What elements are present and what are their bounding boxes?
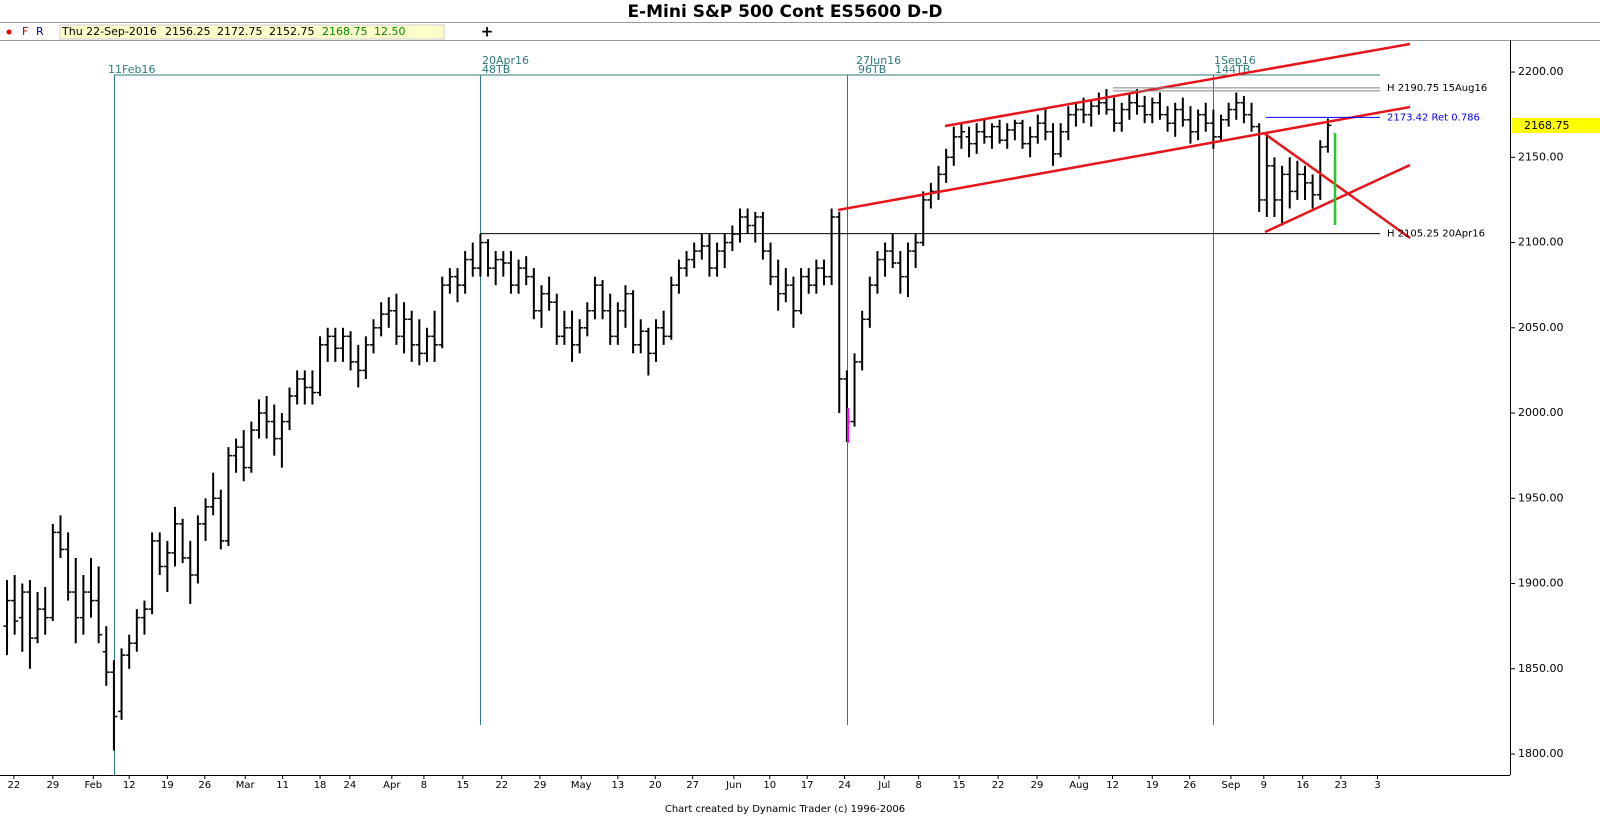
- x-tick-label: 29: [1031, 780, 1044, 791]
- y-tick-label: 2000.00: [1518, 406, 1564, 419]
- price-level-label: 2173.42 Ret 0.786: [1387, 112, 1480, 123]
- x-tick-label: 17: [801, 780, 814, 791]
- x-tick-label: 16: [1296, 780, 1309, 791]
- last-price: 2168.75: [1524, 119, 1570, 132]
- x-tick-label: Jul: [877, 780, 890, 791]
- info-close: 2168.75: [322, 25, 368, 38]
- x-tick-label: 19: [161, 780, 174, 791]
- y-tick-label: 2050.00: [1518, 321, 1564, 334]
- triangle-lower: [1264, 163, 1411, 234]
- bars: [3, 89, 1332, 751]
- x-tick-label: May: [571, 780, 592, 791]
- y-tick-label: 1850.00: [1518, 662, 1564, 675]
- x-tick-label: 8: [421, 780, 427, 791]
- cycle-count: 48TB: [482, 63, 510, 76]
- trend-lines: [837, 42, 1411, 240]
- x-tick-label: 23: [1335, 780, 1348, 791]
- x-tick-label: Sep: [1222, 780, 1241, 791]
- x-tick-label: Apr: [383, 780, 401, 791]
- x-tick-label: 12: [123, 780, 136, 791]
- x-tick-label: 15: [953, 780, 966, 791]
- x-tick-label: 20: [649, 780, 662, 791]
- cycle-count: 96TB: [858, 63, 886, 76]
- x-tick-label: Feb: [84, 780, 102, 791]
- x-tick-label: 29: [46, 780, 59, 791]
- info-low: 2152.75: [269, 25, 315, 38]
- channel-upper: [944, 42, 1411, 128]
- x-tick-label: 8: [915, 780, 921, 791]
- info-high: 2172.75: [217, 25, 263, 38]
- info-box: [59, 24, 445, 40]
- x-tick-label: 27: [686, 780, 699, 791]
- add-button[interactable]: +: [481, 23, 494, 41]
- triangle-upper: [1264, 132, 1411, 240]
- last-price-box: [1512, 118, 1600, 133]
- x-tick-label: 10: [763, 780, 776, 791]
- price-level-label: H 2190.75 15Aug16: [1387, 83, 1487, 94]
- y-tick-label: 1900.00: [1518, 577, 1564, 590]
- x-tick-label: 29: [534, 780, 547, 791]
- x-tick-label: 24: [838, 780, 851, 791]
- info-date: Thu 22-Sep-2016: [61, 25, 157, 38]
- toolbar-button[interactable]: R: [36, 25, 44, 38]
- x-tick-label: 22: [992, 780, 1005, 791]
- x-tick-label: Jun: [725, 780, 742, 791]
- x-tick-label: 22: [495, 780, 508, 791]
- y-tick-label: 2150.00: [1518, 150, 1564, 163]
- status-dot: [6, 29, 12, 35]
- x-tick-label: 11: [276, 780, 289, 791]
- info-change: 12.50: [374, 25, 406, 38]
- y-tick-label: 1800.00: [1518, 747, 1564, 760]
- cycle-labels: 11Feb16 20Apr16 48TB 27Jun16 96TB 1Sep16…: [108, 54, 1256, 76]
- cycle-lines: [114, 75, 1214, 775]
- x-tick-label: 19: [1146, 780, 1159, 791]
- x-tick-label: 24: [343, 780, 356, 791]
- info-open: 2156.25: [165, 25, 211, 38]
- price-level-label: H 2105.25 20Apr16: [1387, 229, 1485, 240]
- x-tick-label: 18: [314, 780, 327, 791]
- toolbar-button[interactable]: F: [22, 25, 28, 38]
- cycle-date: 27Jun16: [856, 54, 901, 67]
- cycle-date: 11Feb16: [108, 63, 155, 76]
- channel-lower: [837, 105, 1411, 212]
- y-tick-label: 2100.00: [1518, 236, 1564, 249]
- x-tick-label: 26: [198, 780, 211, 791]
- cycle-date: 20Apr16: [482, 54, 529, 67]
- footer: Chart created by Dynamic Trader (c) 1996…: [665, 804, 905, 815]
- x-tick-label: 15: [456, 780, 469, 791]
- y-tick-label: 1950.00: [1518, 491, 1564, 504]
- x-tick-label: Mar: [236, 780, 256, 791]
- x-tick-label: 26: [1183, 780, 1196, 791]
- y-tick-label: 2200.00: [1518, 65, 1564, 78]
- x-tick-label: 12: [1106, 780, 1119, 791]
- x-tick-label: 9: [1261, 780, 1267, 791]
- x-tick-label: 13: [611, 780, 624, 791]
- x-tick-label: 22: [8, 780, 21, 791]
- chart-title: E-Mini S&P 500 Cont ES5600 D-D: [627, 2, 942, 22]
- x-tick-label: Aug: [1069, 780, 1089, 791]
- cycle-date: 1Sep16: [1214, 54, 1256, 67]
- x-tick-label: 3: [1374, 780, 1380, 791]
